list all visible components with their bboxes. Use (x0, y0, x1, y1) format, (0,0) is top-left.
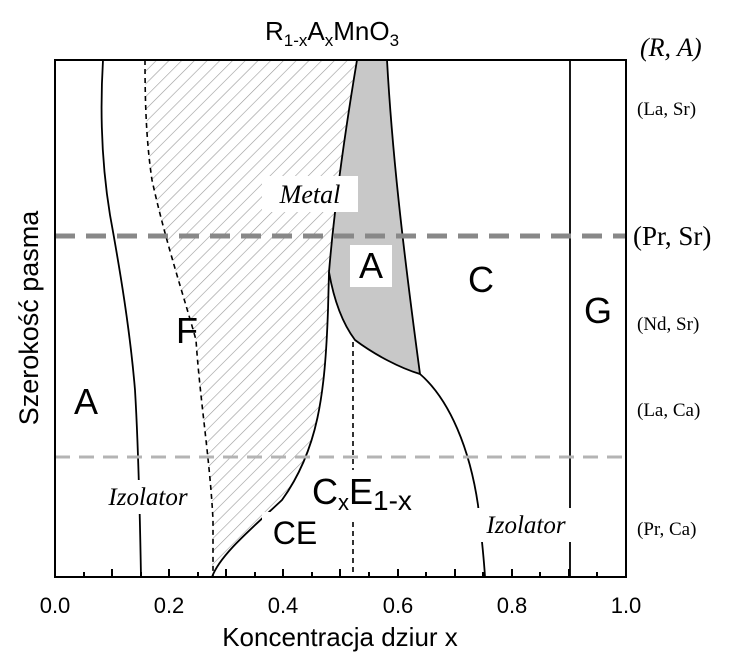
phase-cxe-label: CxE1-x (312, 471, 412, 516)
phase-ce-label: CE (273, 515, 317, 551)
izolator-right-box (466, 508, 586, 542)
phase-f-label: F (176, 310, 198, 351)
phase-c-label: C (468, 259, 494, 300)
metal-label-box (262, 176, 358, 212)
metal-annotation: Metal (279, 180, 341, 209)
x-tick-label-5: 1.0 (611, 593, 642, 618)
label-la-ca: (La, Ca) (637, 400, 700, 421)
cxe-label-box (308, 470, 450, 518)
izolator-left-box (93, 480, 203, 514)
x-axis-ticks (54, 569, 627, 577)
y-axis-label: Szerokość pasma (14, 210, 44, 426)
boundary-metal-ce (211, 271, 330, 578)
izolator-left-annotation: Izolator (107, 484, 187, 511)
label-pr-sr: (Pr, Sr) (633, 221, 711, 251)
label-pr-ca: (Pr, Ca) (637, 519, 696, 540)
boundary-f-metal-dashed (144, 59, 214, 577)
phase-a-metal-label: A (359, 245, 383, 286)
right-header-label: (R, A) (640, 33, 702, 62)
label-la-sr: (La, Sr) (637, 99, 696, 120)
x-tick-label-2: 0.4 (268, 593, 299, 618)
x-tick-label-0: 0.0 (40, 593, 71, 618)
phase-g-label: G (584, 290, 612, 331)
chart-title: R1-xAxMnO3 (265, 16, 399, 50)
x-axis-label: Koncentracja dziur x (222, 622, 458, 652)
boundary-ce-c-right (419, 373, 486, 578)
label-nd-sr: (Nd, Sr) (637, 314, 699, 335)
x-tick-label-3: 0.6 (383, 593, 414, 618)
ce-label-box (262, 512, 328, 552)
x-tick-label-4: 0.8 (497, 593, 528, 618)
phase-a-left-label: A (74, 381, 98, 422)
x-tick-label-1: 0.2 (154, 593, 185, 618)
izolator-right-annotation: Izolator (485, 512, 565, 539)
a-metal-label-box (350, 245, 392, 287)
